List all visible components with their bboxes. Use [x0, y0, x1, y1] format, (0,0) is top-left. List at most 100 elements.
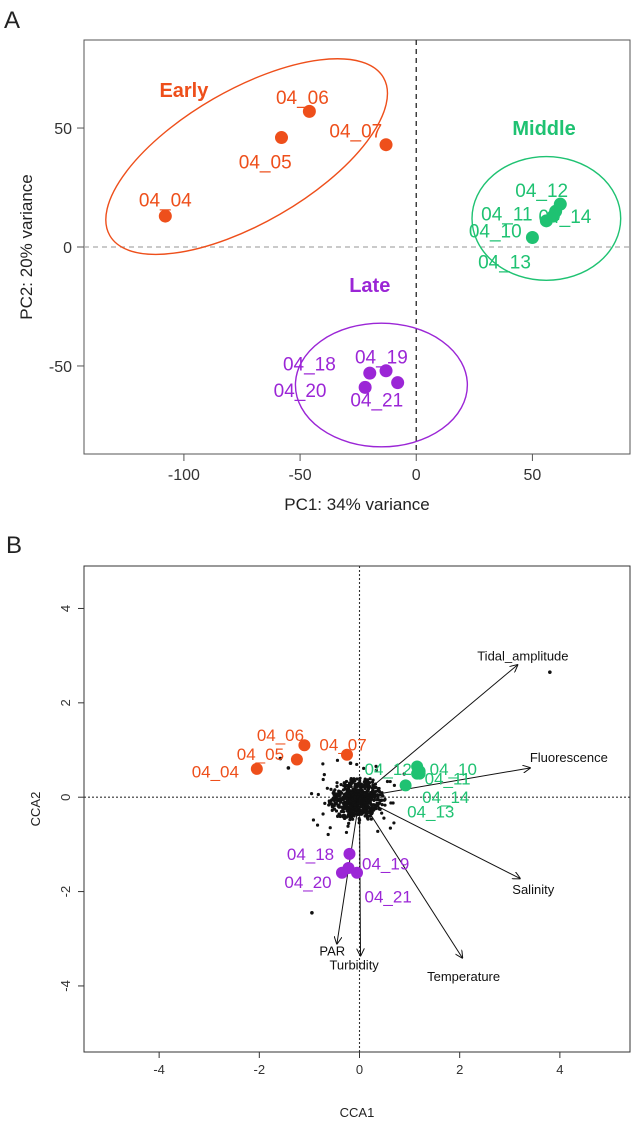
species-point [375, 801, 379, 805]
pca-group-label-middle: Middle [512, 118, 575, 140]
cca-sample-04_13 [413, 767, 426, 780]
species-point [346, 824, 350, 828]
species-point [338, 814, 342, 819]
pca-point-04_20 [358, 380, 372, 394]
pca-group-label-early: Early [159, 80, 209, 102]
species-outlier-point [278, 756, 283, 761]
species-point [338, 793, 342, 797]
species-point [323, 801, 327, 805]
species-point [392, 783, 396, 788]
cca-sample-04_18 [343, 847, 356, 860]
species-point [339, 782, 343, 787]
cca-sample-04_05 [290, 753, 303, 766]
species-point [339, 809, 344, 814]
cca-sample-label: 04_19 [362, 854, 409, 873]
species-point [358, 781, 362, 786]
species-point [348, 814, 352, 819]
cca-sample-label: 04_10 [430, 760, 477, 779]
species-point [321, 812, 325, 816]
species-point [365, 803, 369, 807]
species-point [355, 762, 359, 767]
species-point [335, 784, 339, 788]
species-point [363, 809, 367, 813]
pca-point-label: 04_12 [515, 181, 568, 202]
species-point [380, 811, 384, 815]
species-point [332, 798, 336, 802]
cca-sample-label: 04_12 [365, 760, 412, 779]
species-point [348, 804, 352, 808]
species-point [344, 787, 348, 791]
species-point [339, 805, 344, 809]
species-point [377, 807, 381, 811]
panel-a-letter: A [4, 7, 20, 34]
species-outlier-point [310, 911, 314, 915]
pca-point-label: 04_06 [276, 88, 329, 109]
pca-point-04_04 [158, 209, 172, 223]
species-point [355, 785, 359, 789]
species-point [364, 793, 368, 797]
species-point [368, 777, 372, 781]
species-point [368, 797, 373, 801]
species-point [345, 815, 349, 819]
species-point [345, 783, 349, 788]
pca-y-tick-label: 0 [63, 240, 72, 257]
env-vector-label: PAR [319, 943, 345, 958]
pca-point-04_05 [274, 131, 288, 145]
cca-sample-label: 04_18 [287, 845, 334, 864]
env-vector-label: Temperature [427, 969, 500, 984]
species-point [325, 786, 329, 790]
species-point [371, 806, 375, 810]
cca-y-tick-label: -4 [58, 980, 73, 992]
species-point [388, 779, 392, 784]
species-point [349, 790, 354, 795]
species-point [328, 826, 332, 830]
pca-x-tick-label: 50 [524, 467, 542, 484]
cca-sample-04_14 [399, 779, 412, 792]
env-vector-label: Salinity [512, 882, 554, 897]
cca-x-axis-title: CCA1 [340, 1105, 375, 1120]
pca-x-tick-label: -100 [168, 467, 200, 484]
cca-sample-04_21 [351, 866, 363, 879]
pca-x-axis-title: PC1: 34% variance [284, 495, 430, 514]
species-point [372, 794, 376, 798]
cca-x-tick-label: 4 [556, 1062, 563, 1077]
species-point [332, 790, 336, 794]
cca-sample-label: 04_06 [257, 726, 304, 745]
species-point [345, 806, 349, 811]
species-point [374, 768, 378, 772]
species-point [356, 789, 360, 793]
species-point [344, 793, 349, 797]
species-point [335, 797, 339, 801]
species-point [402, 772, 406, 776]
species-point [336, 814, 340, 818]
species-point [345, 797, 349, 801]
env-vector-label: Tidal_amplitude [477, 648, 568, 663]
species-point [355, 777, 359, 781]
cca-sample-label: 04_20 [284, 873, 331, 892]
cca-x-tick-label: 2 [456, 1062, 463, 1077]
pca-point-label: 04_14 [539, 207, 592, 228]
species-point [351, 817, 355, 821]
cca-sample-04_20 [335, 866, 348, 879]
species-point [347, 794, 351, 798]
species-point [329, 787, 333, 791]
species-point [341, 815, 345, 819]
env-vector-label: Fluorescence [530, 750, 608, 765]
pca-point-label: 04_10 [469, 221, 522, 242]
cca-sample-label: 04_04 [192, 762, 239, 781]
species-point [383, 803, 387, 807]
cca-plot: CCA1 CCA2 -4 -2 0 2 4 -4 -2 0 2 4 Tidal_amplitude F… [28, 565, 631, 1120]
species-point [309, 791, 314, 796]
species-cloud [309, 758, 406, 837]
species-point [337, 789, 341, 793]
species-point [334, 809, 339, 813]
pca-plot: PC1: 34% variance PC2: 20% variance -100… [17, 39, 631, 514]
species-point [380, 803, 384, 807]
species-point [322, 773, 326, 777]
cca-sample-label: 04_05 [237, 745, 284, 764]
species-point [391, 801, 395, 805]
species-point [369, 817, 373, 821]
pca-point-label: 04_18 [283, 355, 336, 376]
cca-x-tick-label: 0 [356, 1062, 363, 1077]
pca-point-04_13 [546, 209, 560, 223]
